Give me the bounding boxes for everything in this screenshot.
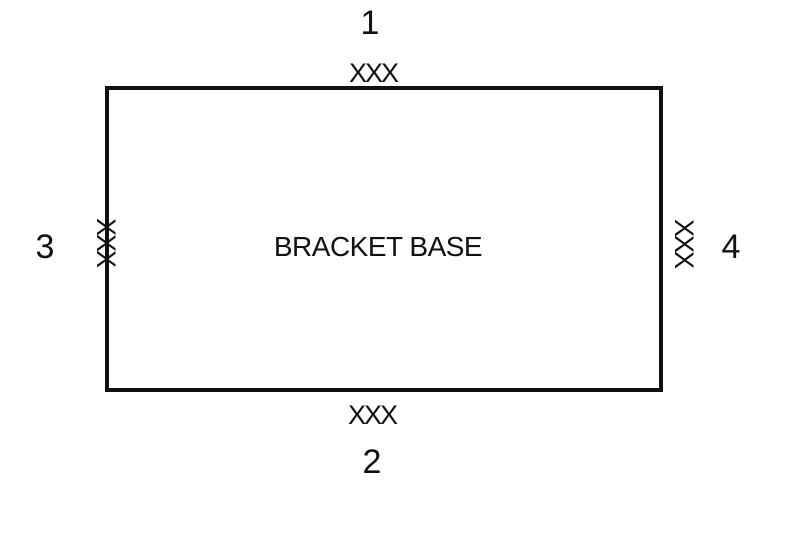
position-number-2: 2 [363, 443, 382, 481]
bracket-base-label: BRACKET BASE [274, 231, 482, 262]
weld-mark-left: XXX [91, 218, 121, 268]
position-number-4: 4 [722, 228, 741, 266]
position-number-3: 3 [36, 228, 55, 266]
weld-mark-top: XXX [349, 58, 399, 88]
bracket-base-outline [105, 86, 663, 392]
position-number-1: 1 [361, 4, 380, 42]
weld-mark-bottom: XXX [348, 400, 398, 430]
weld-mark-right: XXX [669, 219, 699, 269]
